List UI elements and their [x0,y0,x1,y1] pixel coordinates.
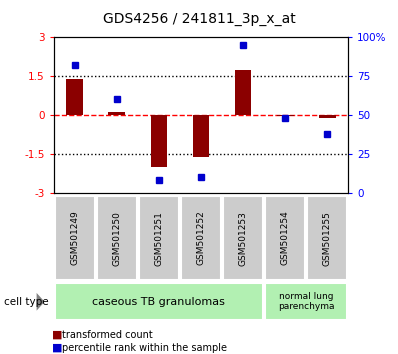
Text: GSM501253: GSM501253 [238,211,248,266]
Text: cell type: cell type [4,297,49,307]
Text: ■: ■ [52,343,62,353]
Text: GDS4256 / 241811_3p_x_at: GDS4256 / 241811_3p_x_at [103,12,295,27]
Text: ■: ■ [52,330,62,339]
Bar [319,115,336,118]
Text: GSM501255: GSM501255 [323,211,332,266]
Text: transformed count: transformed count [62,330,152,339]
Text: normal lung
parenchyma: normal lung parenchyma [278,292,334,312]
Bar [150,115,167,167]
Text: GSM501250: GSM501250 [112,211,121,266]
Text: GSM501252: GSM501252 [197,211,205,266]
Bar [277,115,294,116]
Text: caseous TB granulomas: caseous TB granulomas [92,297,225,307]
Bar [193,115,209,156]
Polygon shape [37,293,45,311]
Bar [66,79,83,115]
Text: percentile rank within the sample: percentile rank within the sample [62,343,227,353]
Text: GSM501251: GSM501251 [154,211,164,266]
Text: GSM501254: GSM501254 [281,211,290,266]
Bar [235,70,252,115]
Text: GSM501249: GSM501249 [70,211,79,266]
Bar [108,113,125,115]
